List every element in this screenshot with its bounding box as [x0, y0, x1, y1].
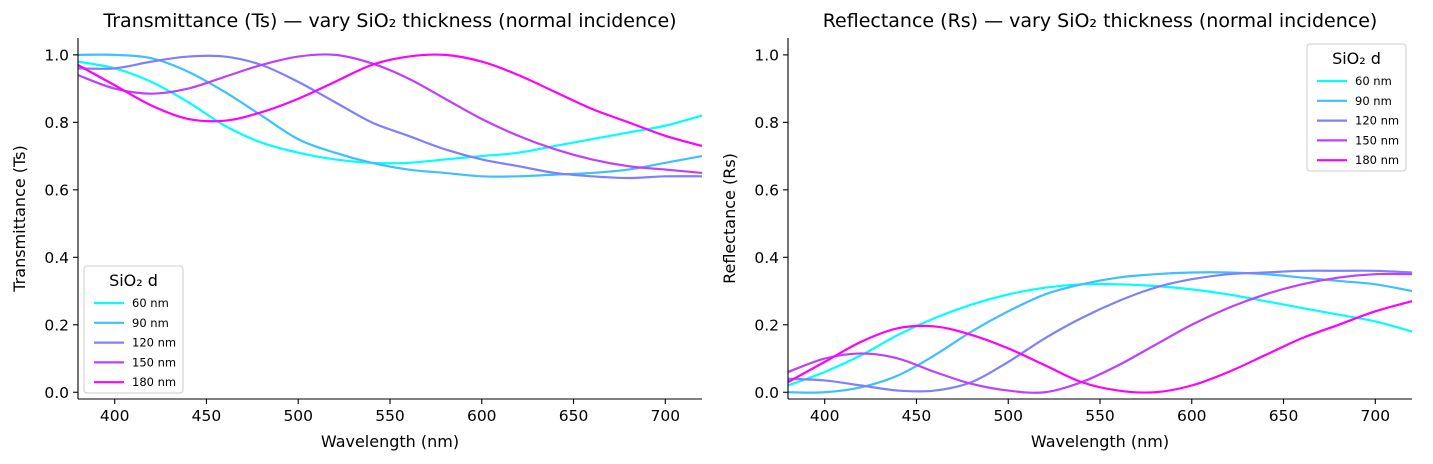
legend: SiO₂ d 60 nm 90 nm 120 nm 150 nm 180 nm — [1306, 43, 1407, 172]
chart-title: Reflectance (Rs) — vary SiO₂ thickness (… — [823, 10, 1378, 32]
chart-title: Transmittance (Ts) — vary SiO₂ thickness… — [102, 10, 676, 32]
series-line-90-nm — [787, 271, 1413, 394]
y-tick-label: 0.0 — [754, 384, 779, 402]
legend-label: 90 nm — [132, 316, 169, 330]
chart-panel-transmittance: Transmittance (Ts) — vary SiO₂ thickness… — [10, 10, 703, 451]
legend-title: SiO₂ d — [1332, 49, 1381, 68]
y-axis-label: Reflectance (Rs) — [720, 153, 739, 284]
series-line-120-nm — [787, 269, 1413, 393]
legend-label: 180 nm — [1355, 153, 1399, 167]
y-tick-label: 0.8 — [754, 114, 779, 132]
x-tick-label: 700 — [650, 407, 680, 425]
x-tick-label: 550 — [1085, 407, 1115, 425]
series-line-60-nm — [787, 282, 1413, 387]
legend-label: 120 nm — [1355, 114, 1399, 128]
legend-box — [83, 265, 184, 394]
y-tick-label: 0.2 — [44, 316, 69, 334]
series-group — [77, 53, 703, 180]
series-group — [787, 269, 1413, 394]
y-axis-label: Transmittance (Ts) — [10, 145, 29, 292]
legend-label: 90 nm — [1355, 94, 1392, 108]
x-tick-label: 400 — [810, 407, 840, 425]
x-tick-label: 450 — [192, 407, 222, 425]
series-line-150-nm — [787, 272, 1413, 394]
x-axis-label: Wavelength (nm) — [1031, 432, 1169, 451]
x-tick-label: 500 — [993, 407, 1023, 425]
legend-label: 60 nm — [132, 296, 169, 310]
y-tick-label: 1.0 — [754, 46, 779, 64]
chart-panel-reflectance: Reflectance (Rs) — vary SiO₂ thickness (… — [720, 10, 1413, 451]
y-tick-label: 0.4 — [754, 249, 779, 267]
legend-label: 150 nm — [132, 355, 176, 369]
y-tick-label: 1.0 — [44, 46, 69, 64]
x-tick-label: 600 — [467, 407, 497, 425]
legend-box — [1306, 43, 1407, 172]
y-tick-label: 0.6 — [754, 181, 779, 199]
x-tick-label: 650 — [559, 407, 589, 425]
x-tick-label: 450 — [902, 407, 932, 425]
x-tick-label: 700 — [1360, 407, 1390, 425]
y-tick-label: 0.4 — [44, 249, 69, 267]
series-line-120-nm — [77, 54, 703, 180]
legend-title: SiO₂ d — [109, 271, 158, 290]
x-tick-label: 600 — [1177, 407, 1207, 425]
x-tick-label: 650 — [1269, 407, 1299, 425]
series-line-90-nm — [77, 53, 703, 178]
legend-label: 120 nm — [132, 336, 176, 350]
y-tick-label: 0.6 — [44, 181, 69, 199]
x-axis-label: Wavelength (nm) — [321, 432, 459, 451]
series-line-150-nm — [77, 53, 703, 175]
y-tick-label: 0.0 — [44, 384, 69, 402]
legend: SiO₂ d 60 nm 90 nm 120 nm 150 nm 180 nm — [83, 265, 184, 394]
y-tick-label: 0.8 — [44, 114, 69, 132]
x-tick-label: 550 — [375, 407, 405, 425]
series-line-60-nm — [77, 60, 703, 165]
series-line-180-nm — [77, 53, 703, 148]
series-line-180-nm — [787, 300, 1413, 394]
legend-label: 60 nm — [1355, 74, 1392, 88]
x-tick-label: 500 — [283, 407, 313, 425]
y-tick-label: 0.2 — [754, 316, 779, 334]
legend-label: 180 nm — [132, 375, 176, 389]
legend-label: 150 nm — [1355, 133, 1399, 147]
x-tick-label: 400 — [100, 407, 130, 425]
